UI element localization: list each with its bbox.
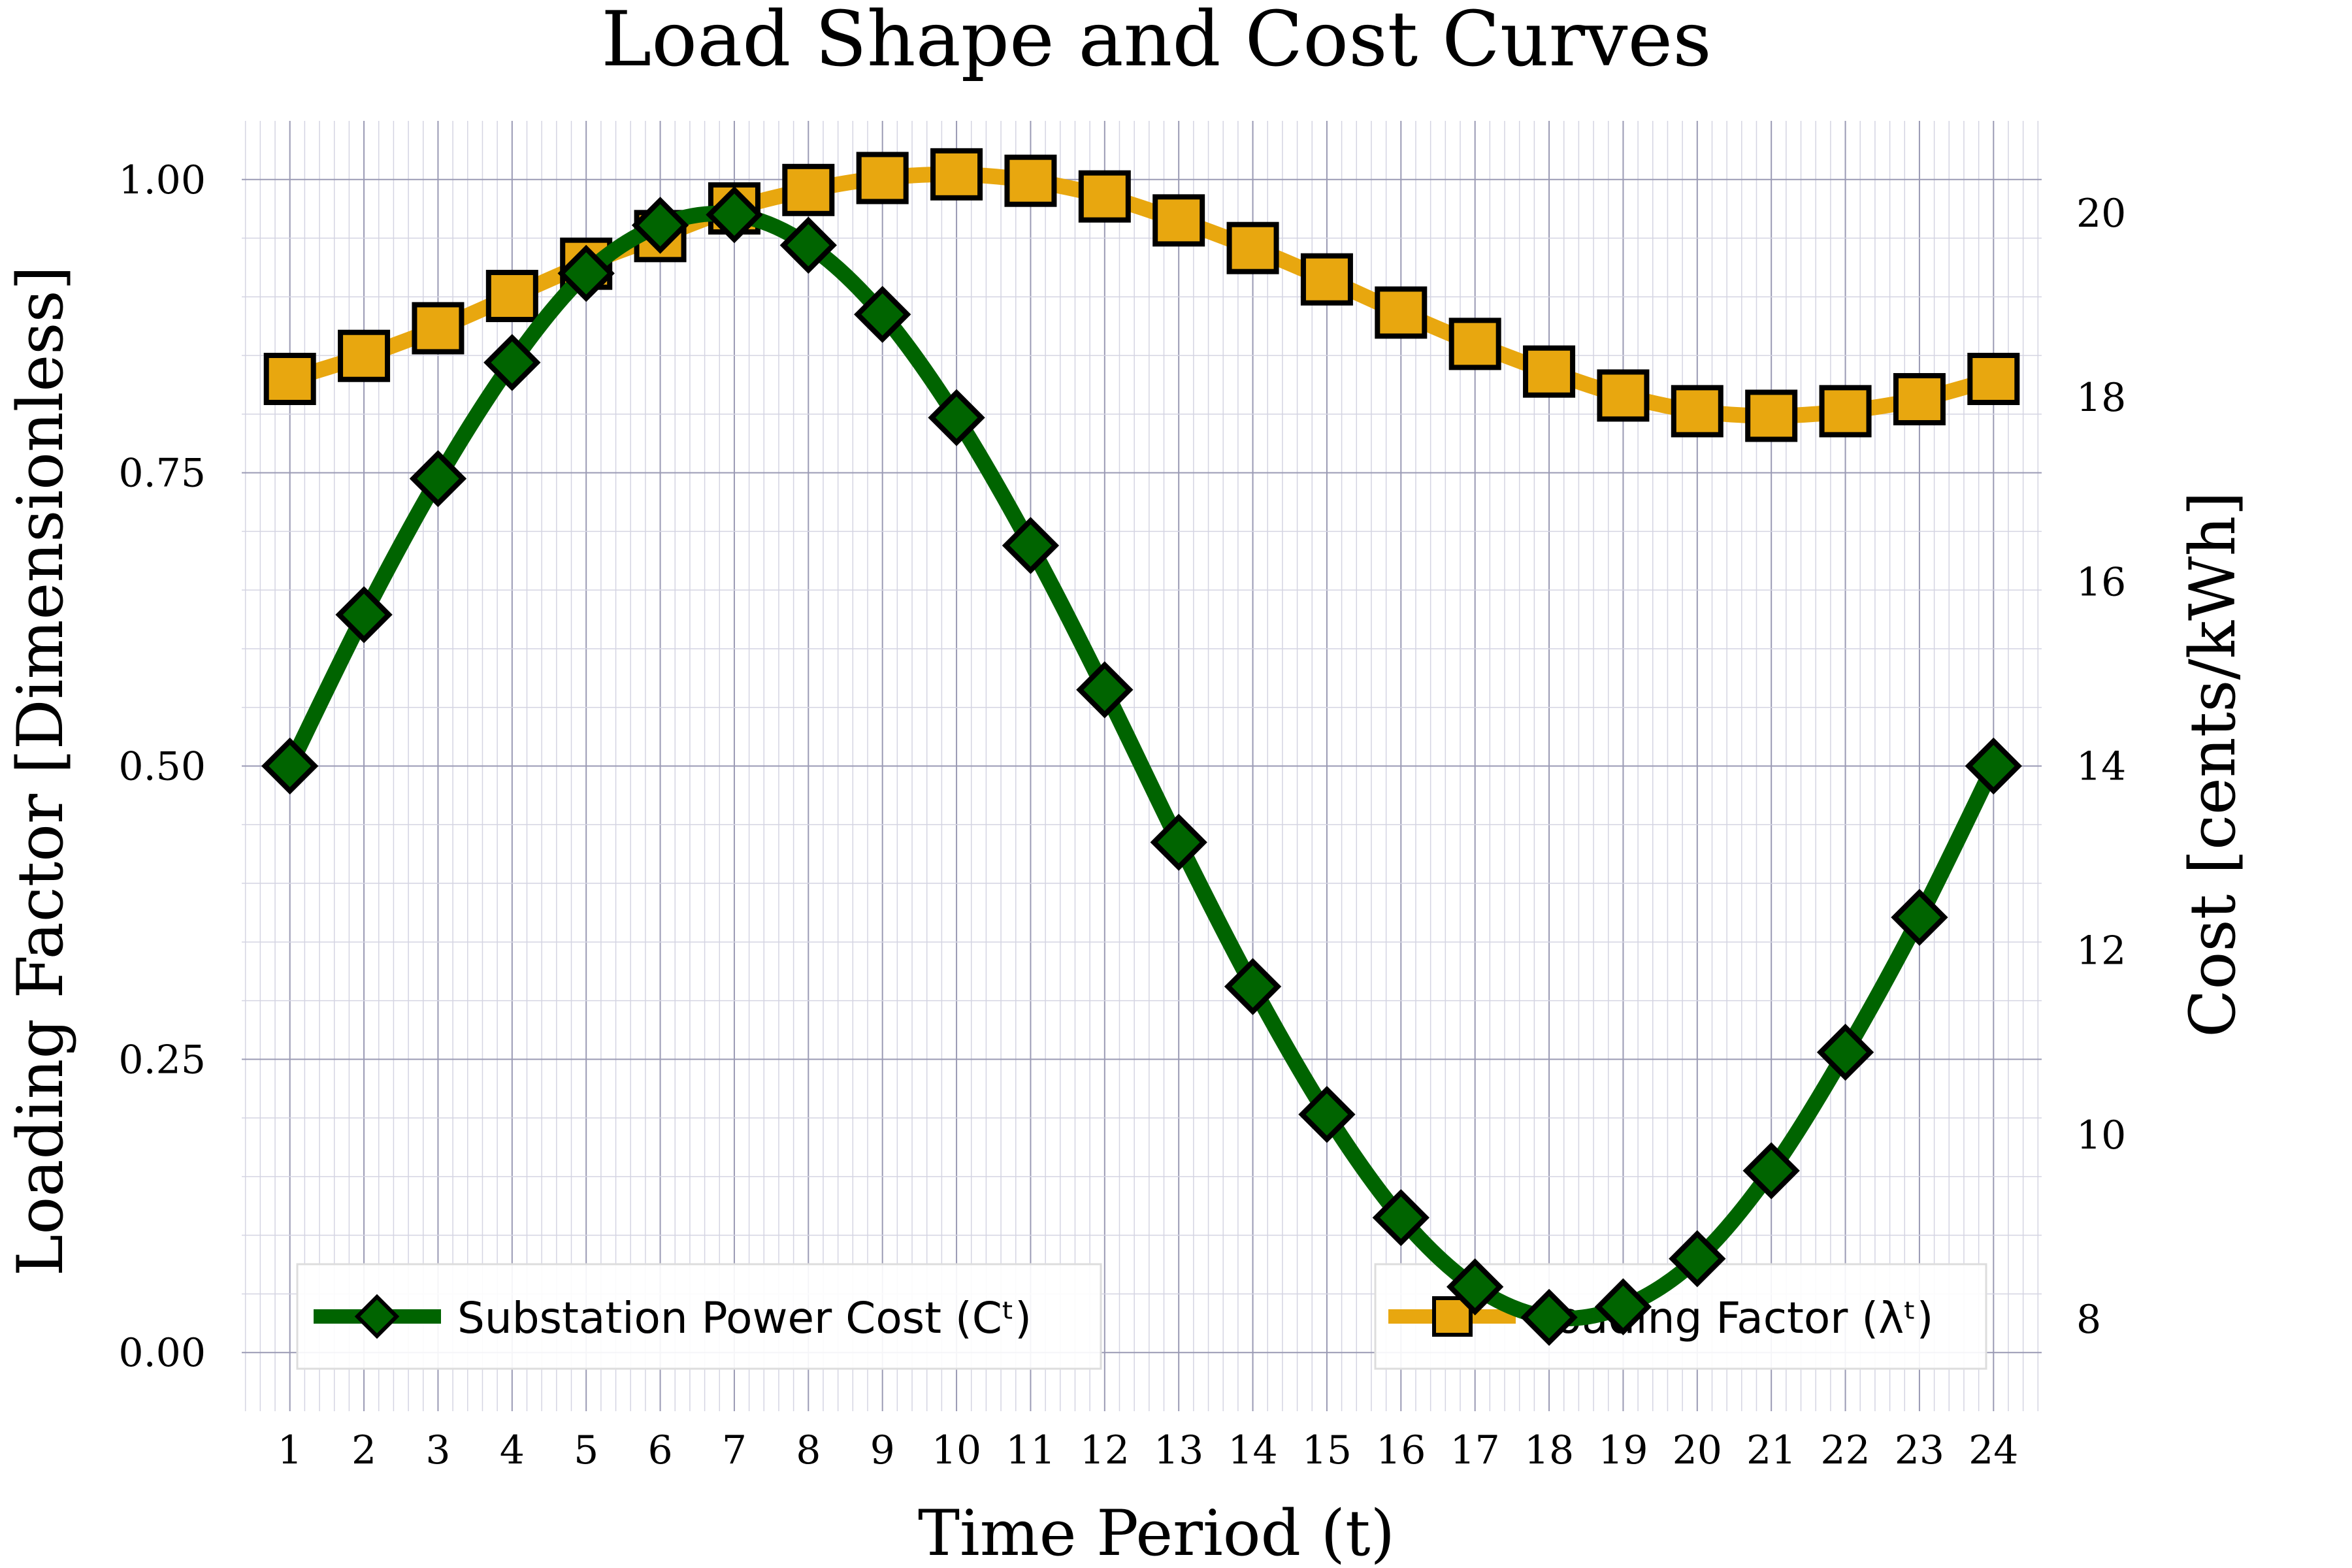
substation-cost-point (1150, 813, 1207, 871)
substation-cost-line (282, 205, 2002, 1327)
substation-cost-point (1669, 1230, 1726, 1288)
loading-factor-point (263, 353, 316, 405)
substation-cost-point (1816, 1023, 1874, 1081)
loading-factor-point (1078, 170, 1131, 223)
x-tick-label: 18 (1524, 1428, 1574, 1473)
loading-factor-point (1375, 286, 1428, 339)
substation-cost-point (1224, 958, 1282, 1015)
y-right-tick-label: 14 (2076, 744, 2126, 790)
loading-factor-point (782, 163, 835, 216)
loading-factor-point (1819, 385, 1872, 438)
legend-cost-label: Substation Power Cost (Cᵗ) (457, 1293, 1032, 1343)
substation-cost-point (261, 737, 319, 795)
y-right-tick-label: 10 (2076, 1113, 2126, 1158)
x-tick-label: 24 (1968, 1428, 2018, 1473)
legend-cost-diamond-icon (354, 1294, 400, 1339)
y-right-tick-label: 8 (2076, 1297, 2101, 1343)
x-tick-label: 6 (647, 1428, 672, 1473)
substation-cost-point (1076, 661, 1134, 719)
substation-cost-point (928, 389, 985, 446)
loading-factor-point (338, 329, 391, 382)
loading-factor-point (1967, 353, 2020, 405)
y-right-tick-label: 12 (2076, 928, 2126, 974)
y-left-tick-label: 0.50 (118, 744, 206, 790)
x-tick-label: 20 (1673, 1428, 1722, 1473)
substation-cost-point (1965, 737, 2022, 795)
x-tick-label: 14 (1228, 1428, 1277, 1473)
x-axis-ticks: 1 2 3 4 5 6 7 8 9 10 11 12 13 14 15 16 17 18 19 20 21 22 23 24 (278, 1428, 2019, 1473)
x-tick-label: 9 (870, 1428, 895, 1473)
loading-factor-point (930, 148, 983, 201)
y-left-axis-ticks: 0.00 0.25 0.50 0.75 1.00 (118, 157, 206, 1376)
y-left-tick-label: 0.75 (118, 451, 206, 497)
x-tick-label: 10 (932, 1428, 981, 1473)
substation-cost-point (631, 197, 689, 254)
substation-cost-point (409, 449, 467, 508)
loading-factor-point (1597, 369, 1650, 422)
x-tick-label: 8 (796, 1428, 821, 1473)
substation-cost-point (483, 334, 541, 391)
loading-factor-point (412, 302, 465, 355)
x-tick-label: 22 (1820, 1428, 1870, 1473)
series-substation-cost (261, 186, 2022, 1347)
loading-factor-point (1300, 253, 1353, 306)
substation-cost-point (1742, 1142, 1800, 1200)
x-tick-label: 5 (574, 1428, 598, 1473)
y-left-axis-label: Loading Factor [Dimensionless] (4, 266, 77, 1277)
x-axis-label: Time Period (t) (918, 1497, 1395, 1568)
substation-cost-point (1594, 1278, 1652, 1335)
y-left-tick-label: 0.00 (118, 1330, 206, 1376)
x-tick-label: 12 (1080, 1428, 1130, 1473)
loading-factor-point (1226, 221, 1279, 274)
loading-factor-point (1448, 318, 1501, 370)
x-tick-label: 3 (425, 1428, 450, 1473)
y-right-axis-label: Cost [cents/kWh] (2176, 491, 2249, 1037)
substation-cost-point (1298, 1086, 1356, 1143)
substation-cost-point (1372, 1189, 1429, 1247)
x-tick-label: 13 (1154, 1428, 1203, 1473)
x-tick-label: 19 (1598, 1428, 1648, 1473)
x-tick-label: 15 (1302, 1428, 1352, 1473)
substation-cost-point (1002, 517, 1060, 574)
substation-cost-point (557, 244, 615, 302)
x-tick-label: 17 (1450, 1428, 1500, 1473)
substation-cost-point (1520, 1288, 1578, 1347)
loading-factor-point (1893, 373, 1946, 426)
substation-cost-point (335, 586, 393, 644)
loading-factor-point (1523, 345, 1576, 398)
x-tick-label: 21 (1746, 1428, 1796, 1473)
y-right-tick-label: 16 (2076, 559, 2126, 605)
loading-factor-point (485, 270, 538, 323)
x-tick-label: 7 (722, 1428, 747, 1473)
loading-factor-point (856, 152, 909, 204)
substation-cost-point (779, 216, 837, 274)
substation-cost-point (706, 186, 763, 244)
y-left-tick-label: 0.25 (118, 1037, 206, 1083)
y-right-tick-label: 20 (2076, 191, 2126, 237)
x-tick-label: 2 (351, 1428, 376, 1473)
y-left-tick-label: 1.00 (118, 157, 206, 203)
x-tick-label: 11 (1005, 1428, 1055, 1473)
loading-factor-point (1745, 389, 1798, 442)
grid (242, 121, 2042, 1411)
chart-title: Load Shape and Cost Curves (601, 0, 1712, 84)
substation-cost-point (854, 286, 911, 343)
x-tick-label: 4 (500, 1428, 525, 1473)
substation-cost-point (1891, 889, 1948, 946)
legend-cost: Substation Power Cost (Cᵗ) (296, 1263, 1102, 1370)
loading-factor-point (1152, 194, 1205, 247)
x-tick-label: 1 (278, 1428, 302, 1473)
y-right-tick-label: 18 (2076, 375, 2126, 421)
y-right-axis-ticks: 8 10 12 14 16 18 20 (2076, 191, 2126, 1343)
substation-cost-point (1446, 1258, 1504, 1316)
loading-factor-point (1004, 154, 1057, 207)
x-tick-label: 16 (1376, 1428, 1426, 1473)
loading-factor-point (1671, 385, 1723, 438)
x-tick-label: 23 (1895, 1428, 1944, 1473)
